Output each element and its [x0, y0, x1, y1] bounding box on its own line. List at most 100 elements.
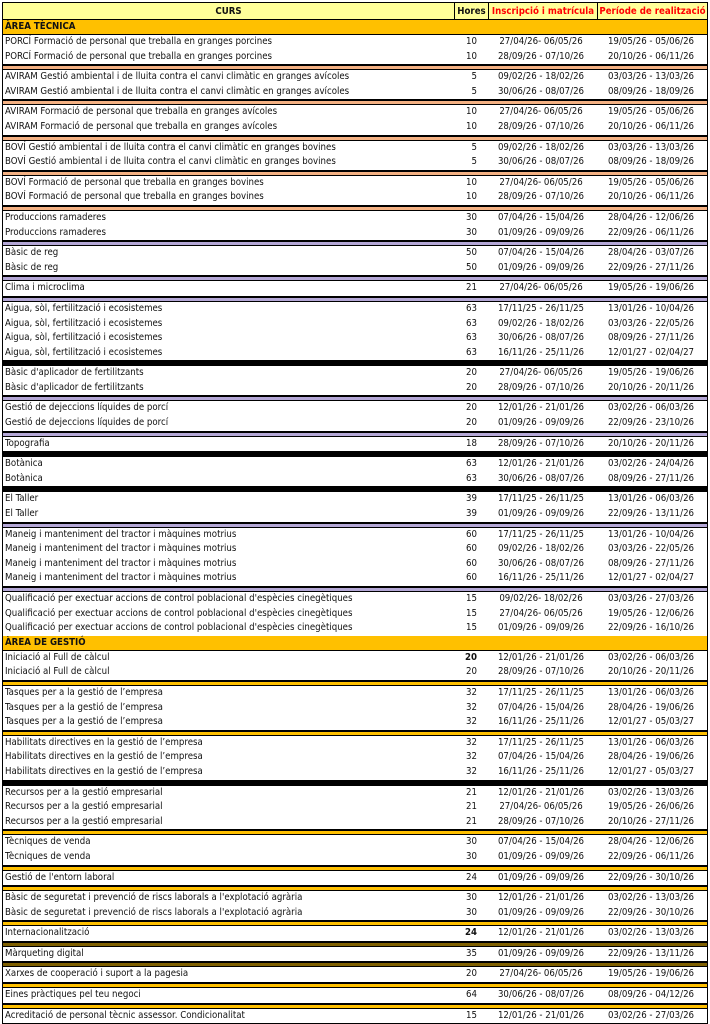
table-row: Màrqueting digital 35 01/09/26 - 09/09/26 2… — [3, 946, 707, 962]
course-period: 19/05/26 - 26/06/26 — [607, 801, 695, 813]
course-hours: 60 — [466, 557, 477, 569]
course-period: 08/09/26 - 04/12/26 — [607, 989, 695, 1001]
table-row: AVIRAM Formació de personal que treballa… — [3, 105, 707, 120]
course-name: BOVÍ Gestió ambiental i de lluita contra… — [5, 141, 336, 153]
table-row: Habilitats directives en la gestió de l’… — [3, 750, 707, 765]
course-group: AVIRAM Gestió ambiental i de lluita cont… — [3, 70, 707, 100]
course-name: Aigua, sòl, fertilització i ecosistemes — [5, 317, 163, 329]
table-row: Iniciació al Full de càlcul 20 12/01/26 - … — [3, 650, 707, 666]
enrollment-period: 17/11/25 - 26/11/25 — [497, 493, 585, 505]
course-period: 12/01/27 - 02/04/27 — [607, 346, 695, 358]
course-hours: 20 — [466, 402, 477, 414]
table-row: PORCÍ Formació de personal que treballa … — [3, 49, 707, 65]
course-period: 03/02/26 - 27/03/26 — [607, 1009, 695, 1021]
course-period: 19/05/26 - 05/06/26 — [607, 36, 695, 47]
course-name: AVIRAM Formació de personal que treballa… — [5, 120, 278, 132]
course-group: Bàsic de seguretat i prevenció de riscs … — [3, 891, 707, 921]
course-name: Tasques per a la gestió de l’empresa — [5, 716, 163, 728]
group-divider — [3, 1002, 707, 1009]
enrollment-period: 16/11/26 - 25/11/26 — [497, 346, 585, 358]
table-row: El Taller 39 01/09/26 - 09/09/26 22/09/26 -… — [3, 507, 707, 522]
table-row: Recursos per a la gestió empresarial 21 28… — [3, 814, 707, 830]
enrollment-period: 17/11/25 - 26/11/25 — [497, 736, 585, 748]
table-row: Bàsic de reg 50 01/09/26 - 09/09/26 22/09/2… — [3, 260, 707, 276]
course-hours: 20 — [466, 666, 477, 678]
enrollment-period: 01/09/26 - 09/09/26 — [497, 850, 585, 862]
enrollment-period: 07/04/26 - 15/04/26 — [497, 247, 585, 259]
header-periode: Període de realització — [599, 5, 706, 17]
course-name: Eines pràctiques pel teu negoci — [5, 989, 141, 1001]
course-period: 20/10/26 - 20/11/26 — [607, 381, 695, 393]
course-hours: 39 — [466, 493, 477, 505]
course-name: AVIRAM Gestió ambiental i de lluita cont… — [5, 71, 350, 83]
table-row: Aigua, sòl, fertilització i ecosistemes 6… — [3, 316, 707, 332]
group-divider — [3, 64, 707, 71]
course-name: Aigua, sòl, fertilització i ecosistemes — [5, 302, 163, 314]
enrollment-period: 17/11/25 - 26/11/25 — [497, 528, 585, 540]
course-name: AVIRAM Formació de personal que treballa… — [5, 106, 278, 118]
course-hours: 60 — [466, 528, 477, 540]
course-name: Acreditació de personal tècnic assessor.… — [5, 1009, 245, 1021]
course-group: Xarxes de cooperació i suport a la pages… — [3, 967, 707, 983]
course-hours: 10 — [466, 176, 477, 188]
course-hours: 63 — [466, 346, 477, 358]
course-period: 22/09/26 - 16/10/26 — [607, 622, 695, 634]
header-hores: Hores — [455, 3, 489, 19]
enrollment-period: 28/09/26 - 07/10/26 — [497, 815, 585, 827]
course-hours: 24 — [466, 871, 477, 883]
course-group: Tasques per a la gestió de l’empresa 32 17… — [3, 685, 707, 730]
enrollment-period: 01/09/26 - 09/09/26 — [497, 947, 585, 959]
course-hours: 21 — [466, 815, 477, 827]
course-period: 20/10/26 - 27/11/26 — [607, 815, 695, 827]
enrollment-period: 27/04/26- 06/05/26 — [499, 176, 583, 188]
enrollment-period: 27/04/26- 06/05/26 — [499, 106, 583, 118]
course-period: 22/09/26 - 23/10/26 — [607, 417, 695, 429]
table-row: Iniciació al Full de càlcul 20 28/09/26 - … — [3, 665, 707, 680]
course-group: Eines pràctiques pel teu negoci 64 30/06/2… — [3, 988, 707, 1003]
group-divider — [3, 920, 707, 927]
course-name: PORCÍ Formació de personal que treballa … — [5, 50, 273, 62]
group-divider — [3, 169, 707, 176]
table-row: Maneig i manteniment del tractor i màqui… — [3, 527, 707, 543]
course-period: 13/01/26 - 06/03/26 — [607, 493, 695, 505]
table-row: Eines pràctiques pel teu negoci 64 30/06/2… — [3, 988, 707, 1003]
course-hours: 10 — [466, 120, 477, 132]
course-period: 20/10/26 - 06/11/26 — [607, 120, 695, 132]
course-name: Bàsic de seguretat i prevenció de riscs … — [5, 892, 303, 904]
course-hours: 10 — [466, 36, 477, 47]
course-period: 03/02/26 - 13/03/26 — [607, 927, 695, 939]
table-row: BOVÍ Formació de personal que treballa e… — [3, 175, 707, 191]
group-divider — [3, 295, 707, 302]
course-name: Tècniques de venda — [5, 850, 91, 862]
enrollment-period: 12/01/26 - 21/01/26 — [497, 651, 585, 663]
enrollment-period: 27/04/26- 06/05/26 — [499, 607, 583, 619]
enrollment-period: 27/04/26- 06/05/26 — [499, 801, 583, 813]
group-divider — [3, 134, 707, 141]
course-period: 13/01/26 - 10/04/26 — [607, 302, 695, 314]
course-name: Tasques per a la gestió de l’empresa — [5, 701, 163, 713]
course-hours: 30 — [466, 850, 477, 862]
course-hours: 15 — [466, 622, 477, 634]
enrollment-period: 07/04/26 - 15/04/26 — [497, 836, 585, 848]
course-group: Habilitats directives en la gestió de l’… — [3, 735, 707, 780]
course-name: Maneig i manteniment del tractor i màqui… — [5, 543, 237, 555]
course-period: 08/09/26 - 27/11/26 — [607, 332, 695, 344]
course-name: Bàsic de reg — [5, 247, 59, 259]
course-period: 13/01/26 - 06/03/26 — [607, 736, 695, 748]
course-period: 19/05/26 - 19/06/26 — [607, 367, 695, 379]
enrollment-period: 17/11/25 - 26/11/25 — [497, 686, 585, 698]
course-period: 13/01/26 - 06/03/26 — [607, 686, 695, 698]
course-group: Iniciació al Full de càlcul 20 12/01/26 - … — [3, 650, 707, 680]
table-header: CURS Hores Inscripció i matrícula Períod… — [3, 3, 707, 20]
course-period: 12/01/27 - 02/04/27 — [607, 572, 695, 584]
course-hours: 30 — [466, 226, 477, 238]
table-row: BOVÍ Gestió ambiental i de lluita contra… — [3, 155, 707, 170]
course-name: Tasques per a la gestió de l’empresa — [5, 686, 163, 698]
course-name: El Taller — [5, 508, 39, 520]
course-name: Internacionalització — [5, 927, 90, 939]
course-hours: 39 — [466, 508, 477, 520]
course-period: 22/09/26 - 06/11/26 — [607, 226, 695, 238]
table-row: Maneig i manteniment del tractor i màqui… — [3, 556, 707, 572]
course-name: Habilitats directives en la gestió de l’… — [5, 736, 203, 748]
course-group: Aigua, sòl, fertilització i ecosistemes 6… — [3, 301, 707, 361]
